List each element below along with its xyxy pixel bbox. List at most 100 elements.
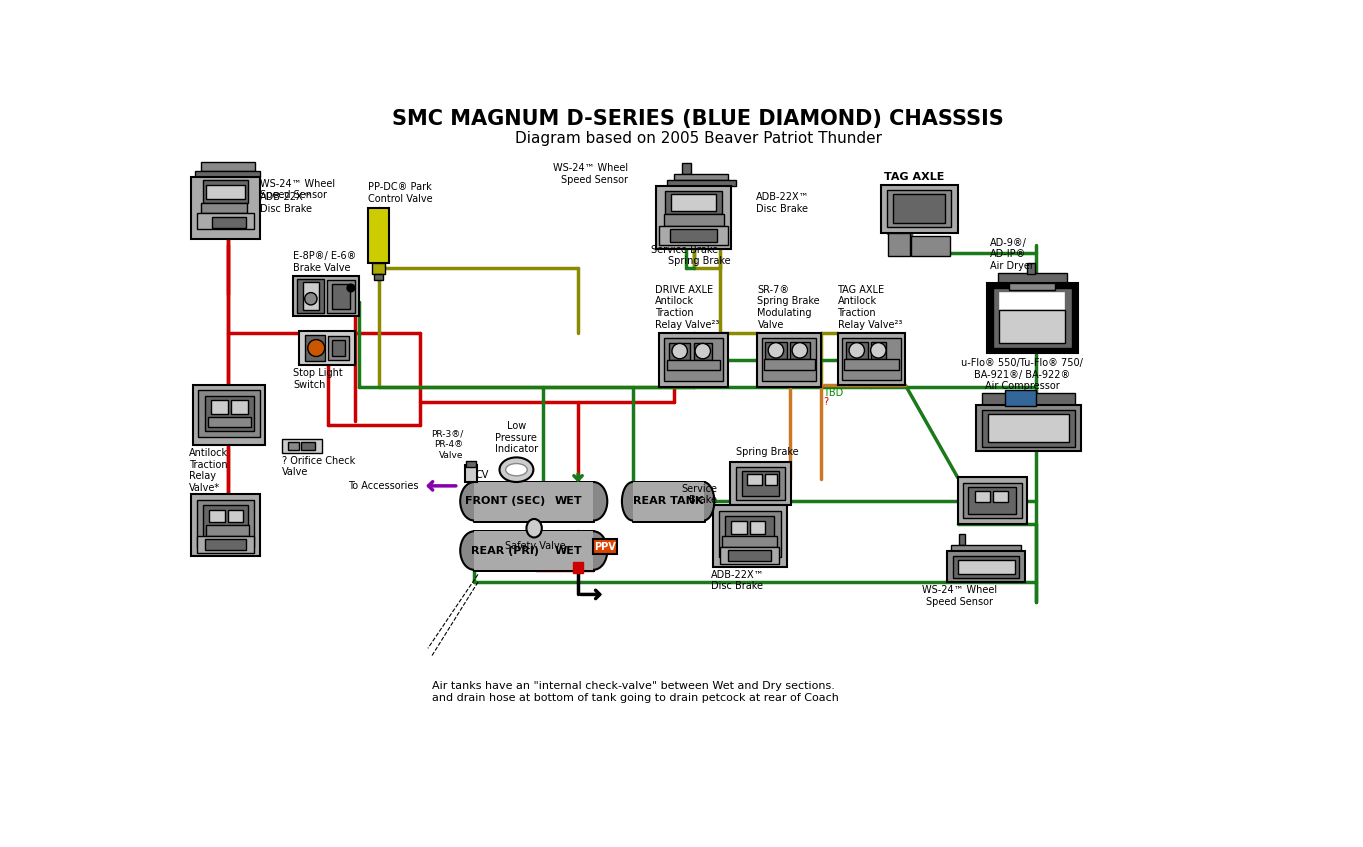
Text: FRONT (SEC): FRONT (SEC) [465, 496, 545, 507]
Bar [368, 208, 390, 263]
Text: Antilock
Traction
Relay
Valve*: Antilock Traction Relay Valve* [189, 448, 229, 493]
Bar [960, 534, 965, 545]
Text: u-Flo® 550/Tu-Flo® 750/
BA-921®/ BA-922®
Air Compressor: u-Flo® 550/Tu-Flo® 750/ BA-921®/ BA-922®… [961, 358, 1084, 391]
Bar [893, 194, 946, 224]
Bar [199, 390, 260, 436]
Text: Spring Brake: Spring Brake [668, 256, 731, 266]
Bar [682, 163, 691, 174]
Bar [871, 342, 886, 359]
Bar [300, 331, 354, 365]
Bar [729, 462, 792, 505]
Ellipse shape [792, 343, 807, 358]
Bar [1006, 390, 1036, 406]
Bar [203, 180, 248, 203]
Bar [669, 230, 717, 241]
Bar [951, 545, 1021, 551]
Text: DRIVE AXLE
Antilock
Traction
Relay Valve²³: DRIVE AXLE Antilock Traction Relay Valve… [656, 285, 720, 329]
Ellipse shape [849, 343, 864, 358]
Bar [228, 510, 243, 522]
Bar [947, 551, 1025, 582]
Bar [667, 360, 721, 370]
Bar [191, 177, 260, 239]
Bar [211, 401, 228, 414]
Text: Service Brake: Service Brake [652, 245, 718, 255]
Bar [983, 410, 1074, 446]
Bar [976, 405, 1081, 451]
Bar [998, 273, 1067, 284]
Text: TAG AXLE: TAG AXLE [883, 173, 945, 182]
Bar [969, 487, 1017, 514]
Bar [765, 474, 777, 485]
Bar [694, 343, 711, 360]
Bar [765, 342, 786, 359]
Bar [632, 482, 703, 521]
Bar [293, 275, 358, 316]
Text: To Accessories: To Accessories [348, 481, 418, 491]
Ellipse shape [348, 284, 354, 292]
Text: WS-24™ Wheel
Speed Sensor: WS-24™ Wheel Speed Sensor [553, 163, 628, 185]
Bar [732, 521, 747, 534]
Bar [206, 525, 249, 536]
Bar [658, 333, 728, 386]
Ellipse shape [461, 531, 488, 570]
Bar [725, 516, 774, 553]
Bar [665, 191, 722, 214]
Bar [747, 474, 762, 485]
Bar [465, 465, 477, 482]
Bar [975, 491, 990, 502]
Text: Diagram based on 2005 Beaver Patriot Thunder: Diagram based on 2005 Beaver Patriot Thu… [515, 131, 882, 146]
Text: CV: CV [476, 470, 489, 480]
Text: WS-24™ Wheel
Speed Sensor: WS-24™ Wheel Speed Sensor [260, 179, 335, 200]
Bar [209, 510, 225, 522]
Text: REAR (PRI): REAR (PRI) [470, 545, 538, 556]
Bar [331, 340, 345, 356]
Bar [762, 338, 816, 381]
Text: TBD: TBD [823, 388, 844, 398]
Bar [327, 336, 349, 360]
Text: Air tanks have an "internal check-valve" between Wet and Dry sections.: Air tanks have an "internal check-valve"… [432, 681, 834, 690]
Bar [664, 214, 724, 226]
Bar [474, 482, 593, 521]
Text: Spring Brake: Spring Brake [736, 447, 799, 457]
Text: WET: WET [555, 496, 582, 507]
Bar [887, 191, 951, 227]
Bar [230, 401, 248, 414]
Text: ? Orifice Check
Valve: ? Orifice Check Valve [282, 456, 354, 478]
Bar [303, 282, 319, 309]
Bar [1009, 283, 1055, 291]
Bar [675, 174, 728, 180]
Bar [994, 288, 1071, 348]
Bar [474, 531, 593, 570]
Bar [889, 233, 910, 256]
Text: AD-9®/
AD-IP®
Air Dryer: AD-9®/ AD-IP® Air Dryer [990, 238, 1035, 271]
Bar [664, 338, 722, 381]
Bar [297, 279, 324, 313]
Bar [593, 539, 617, 555]
Bar [964, 483, 1021, 518]
Text: Stop Light
Switch: Stop Light Switch [293, 368, 343, 390]
Bar [195, 171, 260, 177]
Ellipse shape [506, 463, 527, 476]
Text: ADB-22X™
Disc Brake: ADB-22X™ Disc Brake [756, 192, 810, 214]
Text: SR-7®
Spring Brake
Modulating
Valve: SR-7® Spring Brake Modulating Valve [758, 285, 821, 329]
Bar [722, 536, 777, 546]
Bar [191, 495, 260, 556]
Bar [331, 284, 350, 309]
Bar [758, 333, 821, 386]
Bar [844, 359, 900, 369]
Bar [288, 442, 298, 450]
Bar [372, 263, 384, 274]
Bar [658, 226, 728, 245]
Bar [736, 467, 785, 501]
Bar [200, 203, 247, 213]
Bar [994, 491, 1009, 502]
Text: WS-24™ Wheel
Speed Sensor: WS-24™ Wheel Speed Sensor [921, 585, 996, 606]
Ellipse shape [672, 343, 687, 359]
Bar [953, 556, 1020, 578]
Bar [842, 338, 901, 379]
Bar [474, 482, 593, 521]
Bar [765, 359, 815, 369]
Bar [1026, 263, 1035, 274]
Bar [987, 284, 1078, 352]
Ellipse shape [622, 482, 643, 521]
